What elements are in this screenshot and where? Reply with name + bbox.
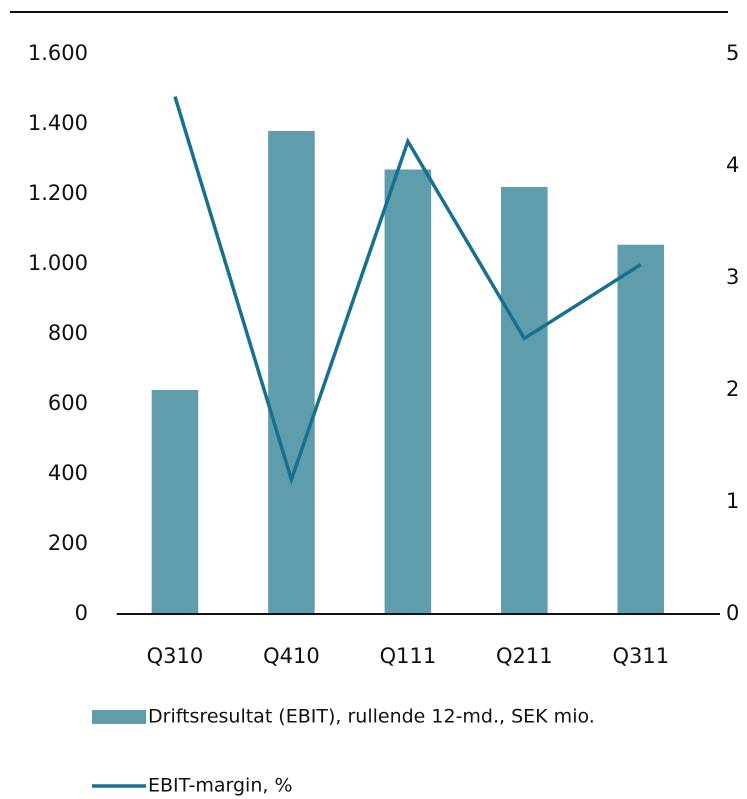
y2-tick-label: 1 <box>726 489 739 513</box>
line-series <box>173 96 642 486</box>
y2-tick-label: 2 <box>726 377 739 401</box>
x-tick-label: Q111 <box>380 644 437 668</box>
legend-label: Driftsresultat (EBIT), rullende 12-md., … <box>148 706 595 728</box>
x-tick-label: Q410 <box>263 644 320 668</box>
y-tick-label: 400 <box>48 461 88 485</box>
bar <box>501 187 548 614</box>
y2-tick-label: 4 <box>726 153 739 177</box>
y-tick-label: 600 <box>48 391 88 415</box>
legend-swatch <box>92 710 146 724</box>
y-tick-label: 1.600 <box>28 41 88 65</box>
bar <box>384 169 432 614</box>
legend-label: EBIT-margin, % <box>148 775 293 797</box>
bar <box>268 131 315 614</box>
y-tick-label: 800 <box>48 321 88 345</box>
y-tick-label: 1.000 <box>28 251 88 275</box>
y2-tick-label: 5 <box>726 41 739 65</box>
x-tick-label: Q311 <box>612 644 669 668</box>
bar <box>151 390 199 614</box>
x-tick-label: Q310 <box>147 644 204 668</box>
y-tick-label: 1.400 <box>28 111 88 135</box>
y-tick-label: 0 <box>75 601 88 625</box>
y2-tick-label: 0 <box>726 601 739 625</box>
y2-tick-label: 3 <box>726 265 739 289</box>
bar <box>617 244 665 614</box>
y-tick-label: 1.200 <box>28 181 88 205</box>
x-tick-label: Q211 <box>496 644 553 668</box>
y-tick-label: 200 <box>48 531 88 555</box>
